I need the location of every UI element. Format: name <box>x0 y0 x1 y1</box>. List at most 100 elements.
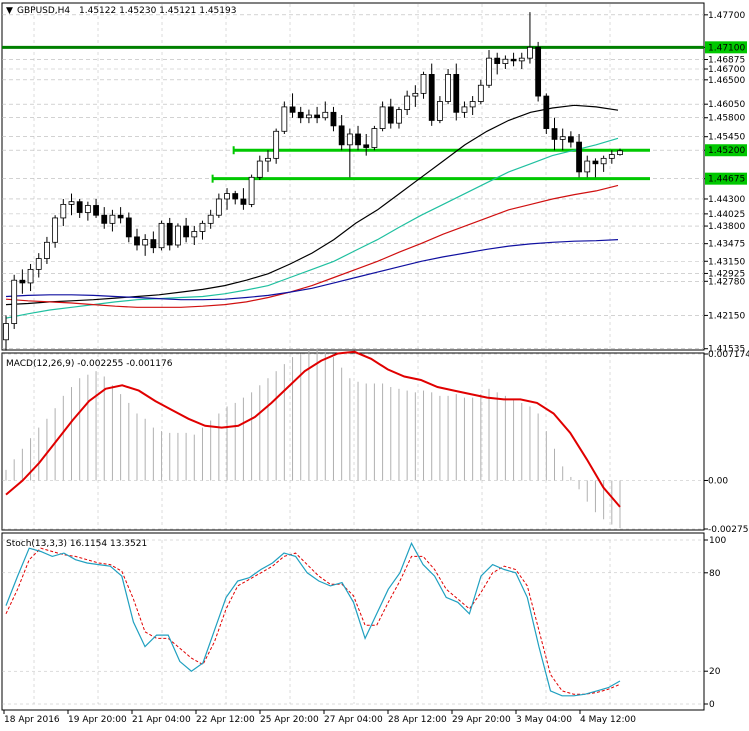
candle-body <box>436 101 443 121</box>
candle-body <box>60 203 67 219</box>
price-label: 1.43800 <box>708 222 745 232</box>
candle-body <box>273 130 280 159</box>
candle-body <box>551 128 558 140</box>
candle-body <box>297 111 304 119</box>
symbol-label: GBPUSD,H4 <box>17 6 70 16</box>
price-label: 1.46500 <box>708 76 745 86</box>
candle-body <box>256 160 263 178</box>
candle-body <box>199 222 206 232</box>
candle-body <box>420 74 427 94</box>
time-axis: 18 Apr 2016 19 Apr 20:00 21 Apr 04:00 22 Ap… <box>3 710 636 725</box>
candle-body <box>175 225 181 246</box>
candle-body <box>93 205 99 216</box>
label-highlight <box>705 144 747 157</box>
candle-body <box>527 46 533 59</box>
candle-body <box>125 217 132 238</box>
moving-average-line <box>5 137 619 319</box>
candle-body <box>396 109 402 124</box>
candle-body <box>518 57 525 62</box>
candle-body <box>338 125 345 146</box>
price-label: 1.45450 <box>708 133 745 143</box>
moving-average-line <box>5 104 619 306</box>
price-label: 1.44300 <box>708 195 745 205</box>
candle-body <box>412 92 419 97</box>
price-label: 1.42780 <box>708 277 745 287</box>
time-label: 22 Apr 12:00 <box>196 715 255 725</box>
candle-body <box>453 74 460 113</box>
candle-body <box>567 136 574 143</box>
macd-axis-label: 0.00 <box>708 476 728 486</box>
price-label: 1.46050 <box>708 100 745 110</box>
dropdown-arrow-icon[interactable]: ▼ <box>6 6 13 16</box>
candle-body <box>502 58 509 64</box>
candle-body <box>166 222 173 246</box>
price-label: 1.43475 <box>708 240 745 250</box>
price-label: 1.42925 <box>708 269 745 279</box>
time-label: 29 Apr 20:00 <box>452 715 511 725</box>
price-label: 1.44675 <box>708 175 745 185</box>
candle-body <box>232 193 239 200</box>
candle-body <box>68 201 75 205</box>
time-label: 3 May 04:00 <box>516 715 572 725</box>
candle-body <box>11 279 18 324</box>
macd-grid <box>2 353 704 530</box>
stoch-axis-label: 20 <box>709 667 721 677</box>
candle-body <box>363 144 370 148</box>
candle-body <box>109 214 116 224</box>
stoch-axis-label: 80 <box>709 569 721 579</box>
candle-body <box>559 136 566 140</box>
price-label: 1.47700 <box>708 11 745 21</box>
price-label: 1.41535 <box>708 345 745 355</box>
stoch-title: Stoch(13,3,3) 16.1154 13.3521 <box>6 539 147 549</box>
candle-body <box>346 133 353 146</box>
candle-body <box>543 95 550 129</box>
time-label: 27 Apr 04:00 <box>324 715 383 725</box>
macd-signal <box>5 350 621 508</box>
candle-body <box>84 205 91 213</box>
candle-body <box>371 128 378 148</box>
candle-body <box>27 268 34 284</box>
candle-body <box>191 231 198 238</box>
macd-axis-label: -0.002752 <box>708 525 749 535</box>
price-label: 1.46875 <box>708 56 745 66</box>
macd-panel[interactable]: 0.007174 0.00 -0.002752 MACD(12,26,9) -0.0… <box>1 348 749 535</box>
candle-body <box>576 141 582 173</box>
stoch-axis: 100 80 20 0 <box>704 536 726 710</box>
candle-body <box>322 111 329 119</box>
price-label: 1.43150 <box>708 257 745 267</box>
moving-averages <box>5 104 619 319</box>
label-highlight <box>705 172 747 185</box>
candle-body <box>428 74 435 121</box>
price-label: 1.46700 <box>708 65 745 75</box>
stoch-grid <box>2 539 704 705</box>
stoch-signal-line <box>5 547 621 695</box>
stoch-lines <box>5 541 621 697</box>
ohlc-label: 1.45122 1.45230 1.45121 1.45193 <box>79 6 236 16</box>
candle-body <box>314 114 320 119</box>
candle-body <box>117 214 124 219</box>
candle-body <box>44 241 50 259</box>
candle-body <box>510 58 517 62</box>
stoch-panel[interactable]: 100 80 20 0 Stoch(13,3,3) 16.1154 13.3521 <box>1 532 726 711</box>
candle-body <box>289 106 296 113</box>
candle-body <box>494 57 501 64</box>
candle-body <box>379 106 386 129</box>
candle-body <box>330 111 337 127</box>
candle-body <box>461 106 468 113</box>
candle-body <box>52 217 59 243</box>
candles <box>3 12 623 351</box>
candle-body <box>35 258 42 270</box>
macd-title: MACD(12,26,9) -0.002255 -0.001176 <box>6 359 173 369</box>
time-label: 18 Apr 2016 <box>4 715 60 725</box>
candle-body <box>265 157 271 162</box>
price-label: 1.45800 <box>708 114 745 124</box>
stoch-axis-label: 100 <box>709 536 726 546</box>
candle-body <box>535 46 542 97</box>
candle-body <box>404 95 411 111</box>
candle-body <box>486 57 492 86</box>
candle-body <box>600 157 607 165</box>
candle-body <box>306 114 312 119</box>
